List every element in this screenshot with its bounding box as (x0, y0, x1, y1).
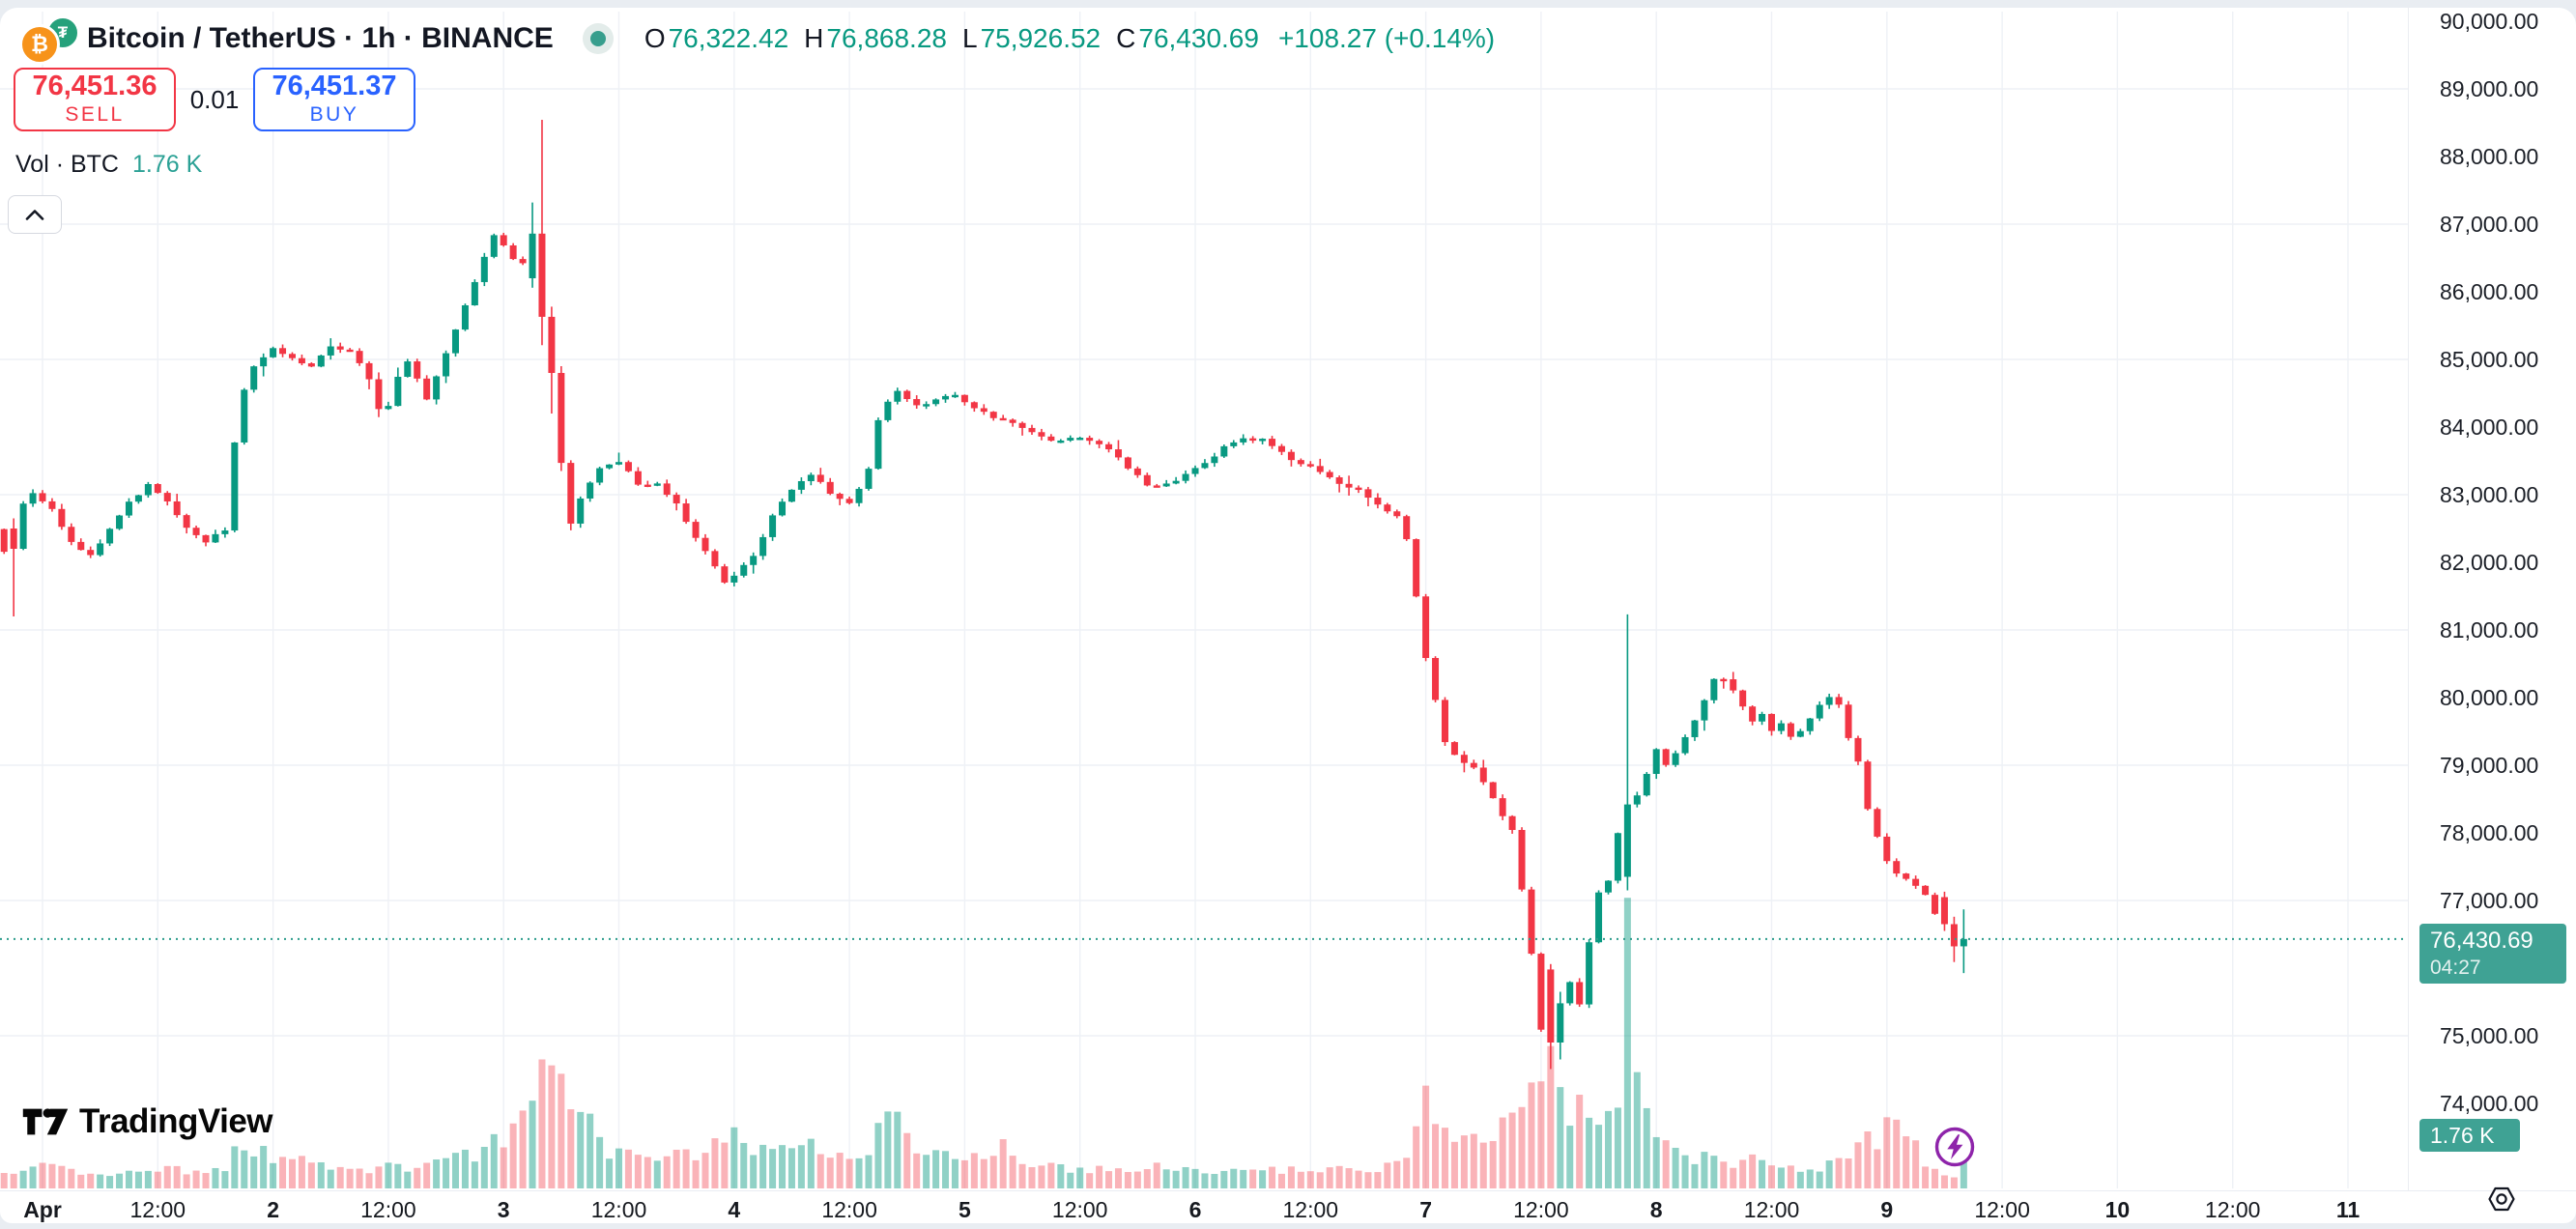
last-price-value: 76,430.69 (2430, 928, 2533, 954)
price-tick-label: 79,000.00 (2440, 753, 2539, 778)
market-status-icon[interactable] (582, 23, 614, 54)
buy-price: 76,451.37 (272, 70, 397, 101)
time-tick-label: 7 (1419, 1197, 1432, 1222)
time-axis[interactable]: Apr 12:00 2 12:00 3 12:00 4 12:00 5 12:00 6 12:00 7 1… (0, 1190, 2576, 1224)
time-tick-label: 9 (1880, 1197, 1894, 1222)
bitcoin-icon: ₿ (19, 24, 60, 65)
time-tick-label: 5 (958, 1197, 971, 1222)
time-tick-label: 12:00 (1051, 1197, 1108, 1222)
settings-hexagon-icon[interactable] (2485, 1185, 2518, 1214)
price-tick-label: 80,000.00 (2440, 685, 2539, 710)
price-tick-label: 89,000.00 (2440, 76, 2539, 101)
volume-legend-label: Vol · BTC (15, 151, 119, 178)
collapse-legend-button[interactable] (8, 195, 62, 234)
ohlc-pair: L 75,926.52 (962, 23, 1101, 54)
market-open-dot (589, 31, 606, 46)
price-tick-label: 77,000.00 (2440, 888, 2539, 913)
time-tick-label: 10 (2104, 1197, 2131, 1222)
tradingview-brand-text: TradingView (79, 1102, 273, 1140)
symbol-title[interactable]: Bitcoin / TetherUS · 1h · BINANCE (87, 22, 554, 54)
ohlc-pair: H 76,868.28 (804, 23, 947, 54)
time-tick-label: 12:00 (129, 1197, 186, 1222)
time-tick-label: 12:00 (821, 1197, 877, 1222)
time-tick-label: 12:00 (1282, 1197, 1339, 1222)
time-tick-label: 6 (1188, 1197, 1202, 1222)
ohlc-label: C (1116, 23, 1136, 53)
price-tick-label: 78,000.00 (2440, 820, 2539, 845)
price-tick-label: 74,000.00 (2440, 1091, 2539, 1116)
ohlc-pair: O 76,322.42 (644, 23, 788, 54)
time-tick-label: 8 (1649, 1197, 1663, 1222)
ohlc-label: O (644, 23, 666, 53)
ohlc-value: 75,926.52 (980, 23, 1102, 53)
ohlc-value: 76,430.69 (1138, 23, 1259, 53)
ohlc-readout: O 76,322.42 H 76,868.28 L 75,926.52 C 76,430.69… (644, 23, 1495, 54)
price-tick-label: 90,000.00 (2440, 9, 2539, 34)
price-tick-label: 87,000.00 (2440, 212, 2539, 237)
time-tick-label: 12:00 (2204, 1197, 2261, 1222)
time-tick-label: Apr (23, 1197, 62, 1222)
price-tick-label: 83,000.00 (2440, 482, 2539, 507)
tradingview-logo[interactable]: TradingView (21, 1102, 273, 1141)
time-tick-label: 12:00 (1743, 1197, 1800, 1222)
chart-widget (0, 8, 2576, 1223)
volume-axis-value: 1.76 K (2430, 1122, 2495, 1148)
time-tick-label: 11 (2335, 1197, 2361, 1222)
ohlc-value: 76,868.28 (826, 23, 947, 53)
candle-countdown: 04:27 (2430, 957, 2481, 979)
price-tick-label: 75,000.00 (2440, 1023, 2539, 1048)
time-tick-label: 2 (267, 1197, 279, 1222)
tradingview-mark-icon (22, 1108, 69, 1135)
volume-legend: Vol · BTC 1.76 K (15, 151, 202, 179)
price-tick-label: 88,000.00 (2440, 144, 2539, 169)
time-tick-label: 3 (497, 1197, 510, 1222)
buy-label: BUY (309, 103, 359, 127)
spread-value: 0.01 (189, 84, 240, 114)
price-tick-label: 86,000.00 (2440, 279, 2539, 304)
sell-price: 76,451.36 (32, 70, 157, 101)
time-tick-label: 4 (728, 1197, 741, 1222)
sell-button[interactable]: 76,451.36 SELL (14, 68, 176, 131)
ohlc-label: H (804, 23, 824, 53)
price-tick-label: 82,000.00 (2440, 550, 2539, 575)
price-tick-label: 81,000.00 (2440, 617, 2539, 643)
sell-label: SELL (65, 103, 125, 127)
price-change: +108.27 (+0.14%) (1277, 23, 1496, 53)
buy-button[interactable]: 76,451.37 BUY (253, 68, 415, 131)
price-axis[interactable]: 90,000.00 89,000.00 88,000.00 87,000.00 86,0… (2408, 8, 2576, 1190)
instant-trading-button[interactable] (1933, 1126, 1976, 1168)
price-tick-label: 84,000.00 (2440, 414, 2539, 440)
volume-axis-badge: 1.76 K (2419, 1119, 2520, 1152)
ohlc-pair: C 76,430.69 (1116, 23, 1259, 54)
ohlc-value: 76,322.42 (668, 23, 789, 53)
chevron-up-icon (25, 209, 44, 220)
price-tick-label: 85,000.00 (2440, 347, 2539, 372)
time-tick-label: 12:00 (1974, 1197, 2030, 1222)
time-tick-label: 12:00 (590, 1197, 647, 1222)
time-tick-label: 12:00 (360, 1197, 416, 1222)
lightning-bolt-icon (1934, 1127, 1975, 1167)
time-tick-label: 12:00 (1513, 1197, 1569, 1222)
last-price-badge: 76,430.69 04:27 (2419, 924, 2566, 984)
pair-logo: ₮ ₿ (19, 16, 79, 65)
ohlc-label: L (961, 23, 978, 53)
volume-legend-value: 1.76 K (131, 151, 203, 178)
